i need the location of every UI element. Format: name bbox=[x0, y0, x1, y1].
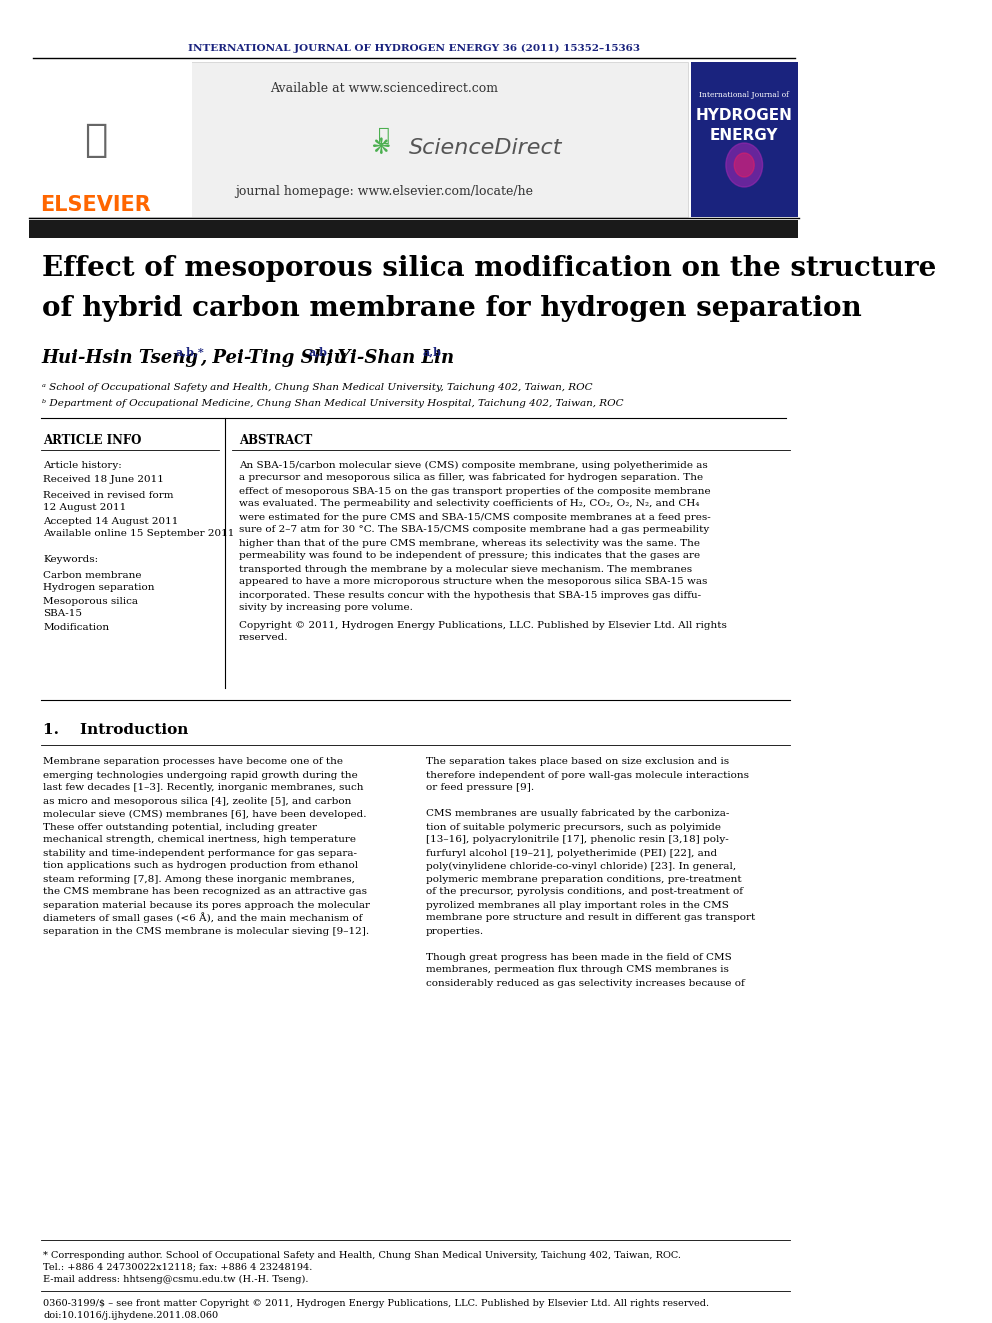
Text: , Pei-Ting Shiu: , Pei-Ting Shiu bbox=[200, 349, 347, 366]
Text: or feed pressure [9].: or feed pressure [9]. bbox=[426, 783, 534, 792]
Text: steam reforming [7,8]. Among these inorganic membranes,: steam reforming [7,8]. Among these inorg… bbox=[44, 875, 355, 884]
Text: Mesoporous silica: Mesoporous silica bbox=[44, 597, 139, 606]
Text: [13–16], polyacrylonitrile [17], phenolic resin [3,18] poly-: [13–16], polyacrylonitrile [17], phenoli… bbox=[426, 836, 728, 844]
Text: incorporated. These results concur with the hypothesis that SBA-15 improves gas : incorporated. These results concur with … bbox=[239, 590, 700, 599]
Text: ᵃ School of Occupational Safety and Health, Chung Shan Medical University, Taich: ᵃ School of Occupational Safety and Heal… bbox=[42, 384, 592, 393]
Text: ❋: ❋ bbox=[371, 138, 390, 157]
Text: 12 August 2011: 12 August 2011 bbox=[44, 504, 127, 512]
Text: permeability was found to be independent of pressure; this indicates that the ga: permeability was found to be independent… bbox=[239, 552, 699, 561]
Bar bbox=[690, 62, 798, 217]
Text: as micro and mesoporous silica [4], zeolite [5], and carbon: as micro and mesoporous silica [4], zeol… bbox=[44, 796, 352, 806]
Text: transported through the membrane by a molecular sieve mechanism. The membranes: transported through the membrane by a mo… bbox=[239, 565, 691, 573]
Text: 🌿: 🌿 bbox=[378, 126, 390, 144]
Text: sivity by increasing pore volume.: sivity by increasing pore volume. bbox=[239, 603, 413, 613]
Text: separation in the CMS membrane is molecular sieving [9–12].: separation in the CMS membrane is molecu… bbox=[44, 926, 369, 935]
Text: Accepted 14 August 2011: Accepted 14 August 2011 bbox=[44, 516, 179, 525]
Text: Hydrogen separation: Hydrogen separation bbox=[44, 583, 155, 593]
Text: therefore independent of pore wall-gas molecule interactions: therefore independent of pore wall-gas m… bbox=[426, 770, 749, 779]
Text: higher than that of the pure CMS membrane, whereas its selectivity was the same.: higher than that of the pure CMS membran… bbox=[239, 538, 699, 548]
Text: properties.: properties. bbox=[426, 926, 484, 935]
Text: membrane pore structure and result in different gas transport: membrane pore structure and result in di… bbox=[426, 913, 755, 922]
Text: sure of 2–7 atm for 30 °C. The SBA-15/CMS composite membrane had a gas permeabil: sure of 2–7 atm for 30 °C. The SBA-15/CM… bbox=[239, 525, 709, 534]
Text: diameters of small gases (<6 Å), and the main mechanism of: diameters of small gases (<6 Å), and the… bbox=[44, 913, 363, 923]
Text: Carbon membrane: Carbon membrane bbox=[44, 570, 142, 579]
Text: An SBA-15/carbon molecular sieve (CMS) composite membrane, using polyetherimide : An SBA-15/carbon molecular sieve (CMS) c… bbox=[239, 460, 707, 470]
Text: a,b: a,b bbox=[309, 347, 327, 357]
Text: pyrolized membranes all play important roles in the CMS: pyrolized membranes all play important r… bbox=[426, 901, 728, 909]
Text: a,b,*: a,b,* bbox=[176, 347, 204, 357]
Text: Hui-Hsin Tseng: Hui-Hsin Tseng bbox=[42, 349, 198, 366]
Text: CMS membranes are usually fabricated by the carboniza-: CMS membranes are usually fabricated by … bbox=[426, 810, 729, 819]
Text: , Yi-Shan Lin: , Yi-Shan Lin bbox=[325, 349, 454, 366]
Text: Received 18 June 2011: Received 18 June 2011 bbox=[44, 475, 165, 484]
Text: INTERNATIONAL JOURNAL OF HYDROGEN ENERGY 36 (2011) 15352–15363: INTERNATIONAL JOURNAL OF HYDROGEN ENERGY… bbox=[187, 44, 640, 53]
Text: Effect of mesoporous silica modification on the structure: Effect of mesoporous silica modification… bbox=[42, 254, 936, 282]
Text: ENERGY: ENERGY bbox=[710, 127, 779, 143]
Text: considerably reduced as gas selectivity increases because of: considerably reduced as gas selectivity … bbox=[426, 979, 744, 987]
Text: emerging technologies undergoing rapid growth during the: emerging technologies undergoing rapid g… bbox=[44, 770, 358, 779]
Circle shape bbox=[734, 153, 754, 177]
Text: tion applications such as hydrogen production from ethanol: tion applications such as hydrogen produ… bbox=[44, 861, 358, 871]
Text: Received in revised form: Received in revised form bbox=[44, 491, 174, 500]
Bar bbox=[29, 220, 799, 238]
Text: the CMS membrane has been recognized as an attractive gas: the CMS membrane has been recognized as … bbox=[44, 888, 367, 897]
Text: a precursor and mesoporous silica as filler, was fabricated for hydrogen separat: a precursor and mesoporous silica as fil… bbox=[239, 474, 702, 483]
Text: Though great progress has been made in the field of CMS: Though great progress has been made in t… bbox=[426, 953, 731, 962]
Text: ᵇ Department of Occupational Medicine, Chung Shan Medical University Hospital, T: ᵇ Department of Occupational Medicine, C… bbox=[42, 400, 623, 409]
Text: appeared to have a more microporous structure when the mesoporous silica SBA-15 : appeared to have a more microporous stru… bbox=[239, 578, 707, 586]
Text: poly(vinylidene chloride-co-vinyl chloride) [23]. In general,: poly(vinylidene chloride-co-vinyl chlori… bbox=[426, 861, 736, 871]
Text: Article history:: Article history: bbox=[44, 460, 122, 470]
Text: stability and time-independent performance for gas separa-: stability and time-independent performan… bbox=[44, 848, 357, 857]
Text: tion of suitable polymeric precursors, such as polyimide: tion of suitable polymeric precursors, s… bbox=[426, 823, 720, 831]
Text: The separation takes place based on size exclusion and is: The separation takes place based on size… bbox=[426, 758, 729, 766]
Text: International Journal of: International Journal of bbox=[699, 91, 790, 99]
Text: ELSEVIER: ELSEVIER bbox=[41, 194, 152, 216]
Text: Keywords:: Keywords: bbox=[44, 556, 98, 565]
Text: E-mail address: hhtseng@csmu.edu.tw (H.-H. Tseng).: E-mail address: hhtseng@csmu.edu.tw (H.-… bbox=[44, 1274, 309, 1283]
Text: separation material because its pores approach the molecular: separation material because its pores ap… bbox=[44, 901, 370, 909]
Text: Membrane separation processes have become one of the: Membrane separation processes have becom… bbox=[44, 758, 343, 766]
Text: of the precursor, pyrolysis conditions, and post-treatment of: of the precursor, pyrolysis conditions, … bbox=[426, 888, 743, 897]
Text: Copyright © 2011, Hydrogen Energy Publications, LLC. Published by Elsevier Ltd. : Copyright © 2011, Hydrogen Energy Public… bbox=[239, 620, 726, 630]
Text: SBA-15: SBA-15 bbox=[44, 610, 82, 618]
Text: ABSTRACT: ABSTRACT bbox=[239, 434, 311, 446]
Text: Available at www.sciencedirect.com: Available at www.sciencedirect.com bbox=[270, 82, 498, 94]
Text: effect of mesoporous SBA-15 on the gas transport properties of the composite mem: effect of mesoporous SBA-15 on the gas t… bbox=[239, 487, 710, 496]
Text: Modification: Modification bbox=[44, 623, 109, 631]
Text: Tel.: +886 4 24730022x12118; fax: +886 4 23248194.: Tel.: +886 4 24730022x12118; fax: +886 4… bbox=[44, 1262, 312, 1271]
Text: * Corresponding author. School of Occupational Safety and Health, Chung Shan Med: * Corresponding author. School of Occupa… bbox=[44, 1250, 682, 1259]
Text: mechanical strength, chemical inertness, high temperature: mechanical strength, chemical inertness,… bbox=[44, 836, 356, 844]
Text: membranes, permeation flux through CMS membranes is: membranes, permeation flux through CMS m… bbox=[426, 966, 728, 975]
Text: Available online 15 September 2011: Available online 15 September 2011 bbox=[44, 529, 235, 538]
Circle shape bbox=[726, 143, 763, 187]
Bar bbox=[29, 62, 191, 217]
Text: last few decades [1–3]. Recently, inorganic membranes, such: last few decades [1–3]. Recently, inorga… bbox=[44, 783, 364, 792]
Text: 0360-3199/$ – see front matter Copyright © 2011, Hydrogen Energy Publications, L: 0360-3199/$ – see front matter Copyright… bbox=[44, 1298, 709, 1307]
Text: furfuryl alcohol [19–21], polyetherimide (PEI) [22], and: furfuryl alcohol [19–21], polyetherimide… bbox=[426, 848, 716, 857]
Text: HYDROGEN: HYDROGEN bbox=[695, 107, 793, 123]
Bar bbox=[29, 62, 688, 217]
Text: were estimated for the pure CMS and SBA-15/CMS composite membranes at a feed pre: were estimated for the pure CMS and SBA-… bbox=[239, 512, 710, 521]
Text: These offer outstanding potential, including greater: These offer outstanding potential, inclu… bbox=[44, 823, 317, 831]
Text: ARTICLE INFO: ARTICLE INFO bbox=[44, 434, 142, 446]
Text: molecular sieve (CMS) membranes [6], have been developed.: molecular sieve (CMS) membranes [6], hav… bbox=[44, 810, 367, 819]
Text: journal homepage: www.elsevier.com/locate/he: journal homepage: www.elsevier.com/locat… bbox=[235, 185, 533, 198]
Text: of hybrid carbon membrane for hydrogen separation: of hybrid carbon membrane for hydrogen s… bbox=[42, 295, 861, 321]
Text: 🌳: 🌳 bbox=[84, 120, 108, 159]
Text: 1.    Introduction: 1. Introduction bbox=[44, 722, 188, 737]
Text: a,b: a,b bbox=[423, 347, 441, 357]
Text: ScienceDirect: ScienceDirect bbox=[409, 138, 562, 157]
Text: doi:10.1016/j.ijhydene.2011.08.060: doi:10.1016/j.ijhydene.2011.08.060 bbox=[44, 1311, 218, 1319]
Text: reserved.: reserved. bbox=[239, 634, 288, 643]
Text: polymeric membrane preparation conditions, pre-treatment: polymeric membrane preparation condition… bbox=[426, 875, 741, 884]
Text: was evaluated. The permeability and selectivity coefficients of H₂, CO₂, O₂, N₂,: was evaluated. The permeability and sele… bbox=[239, 500, 699, 508]
